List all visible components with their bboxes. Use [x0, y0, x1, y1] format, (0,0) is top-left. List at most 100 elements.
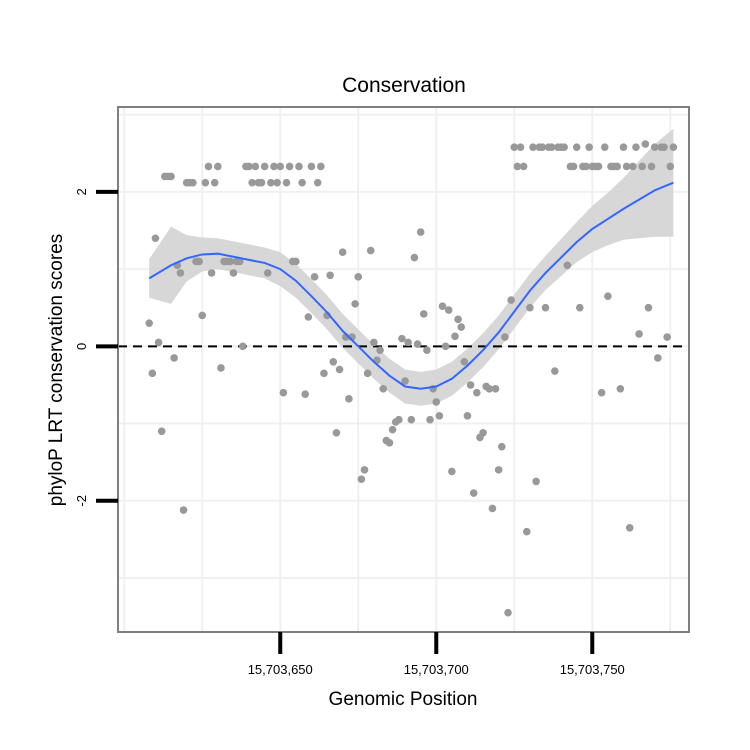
data-point: [332, 429, 341, 437]
data-point: [491, 385, 500, 393]
data-point: [669, 143, 678, 151]
data-point: [479, 429, 487, 437]
data-point: [214, 162, 222, 171]
data-point: [195, 257, 203, 266]
plot-frame: [117, 106, 690, 633]
data-point: [388, 425, 397, 434]
data-point: [310, 273, 319, 281]
data-point: [501, 333, 509, 341]
data-point: [257, 178, 266, 187]
data-point: [370, 338, 378, 347]
data-point: [273, 178, 281, 187]
data-point: [650, 143, 659, 151]
data-point: [313, 178, 322, 187]
data-point: [263, 269, 272, 277]
data-point: [513, 162, 522, 171]
data-point: [582, 162, 590, 171]
y-axis-label: phyloP LRT conservation scores: [46, 234, 67, 507]
data-point: [663, 333, 671, 341]
data-point: [510, 143, 519, 151]
data-point: [345, 395, 353, 403]
data-point: [497, 442, 506, 451]
data-point: [198, 311, 207, 320]
data-point: [507, 296, 515, 304]
data-point: [632, 143, 640, 151]
data-point: [413, 340, 422, 348]
data-point: [519, 162, 528, 171]
data-point: [435, 412, 444, 420]
data-point: [226, 257, 235, 266]
data-point: [448, 467, 456, 476]
y-tick-label: 2: [74, 188, 89, 195]
data-point: [366, 246, 375, 255]
data-point: [647, 162, 656, 171]
data-point: [616, 385, 625, 393]
data-point: [466, 381, 475, 389]
y-tick-label: -2: [74, 495, 89, 507]
data-point: [270, 162, 278, 171]
data-point: [597, 388, 606, 397]
data-point: [301, 390, 310, 399]
data-point: [326, 271, 334, 280]
data-point: [295, 162, 303, 171]
data-point: [148, 369, 157, 378]
axis-layer: 15,703,650 15,703,700 15,703,750 -2 0 2: [74, 188, 625, 677]
data-point: [385, 439, 394, 447]
data-point: [229, 269, 238, 277]
data-point: [251, 162, 260, 171]
data-point: [354, 273, 363, 281]
data-point: [473, 388, 481, 397]
data-point: [629, 162, 637, 171]
data-point: [526, 303, 534, 312]
data-point: [444, 306, 453, 314]
data-point: [320, 369, 328, 378]
data-point: [653, 354, 662, 362]
data-point: [641, 140, 650, 148]
data-point: [594, 162, 603, 171]
data-point: [551, 367, 559, 375]
data-point: [239, 342, 247, 351]
data-point: [363, 369, 372, 378]
data-point: [454, 315, 462, 324]
data-point: [189, 178, 197, 187]
data-point: [335, 365, 344, 374]
data-point: [151, 234, 160, 243]
data-point: [538, 143, 547, 151]
data-point: [635, 330, 643, 338]
data-point: [404, 338, 412, 347]
data-point: [276, 162, 285, 171]
data-point: [285, 162, 294, 171]
data-point: [157, 427, 166, 436]
data-point: [292, 257, 300, 266]
points-layer: [145, 140, 678, 617]
data-point: [351, 300, 359, 308]
data-point: [207, 269, 216, 277]
data-point: [457, 323, 466, 331]
data-point: [423, 346, 431, 354]
data-point: [613, 162, 622, 171]
x-tick-label: 15,703,650: [248, 662, 313, 677]
data-point: [260, 162, 269, 171]
y-tick-label: 0: [74, 343, 89, 350]
data-point: [575, 303, 584, 312]
data-point: [560, 143, 568, 151]
data-point: [179, 506, 188, 514]
data-point: [154, 338, 163, 347]
data-point: [282, 178, 291, 187]
data-point: [463, 412, 472, 420]
data-point: [460, 357, 469, 366]
data-point: [248, 178, 256, 187]
data-point: [504, 608, 512, 617]
smooth-line-layer: [148, 181, 674, 390]
data-point: [360, 466, 369, 474]
data-point: [666, 162, 675, 171]
data-point: [167, 172, 175, 181]
data-point: [410, 253, 419, 262]
data-point: [438, 302, 447, 310]
x-tick-label: 15,703,700: [404, 662, 469, 677]
data-point: [307, 162, 316, 171]
data-point: [441, 342, 450, 351]
data-point: [376, 346, 384, 354]
data-point: [145, 319, 154, 327]
data-point: [485, 385, 494, 393]
